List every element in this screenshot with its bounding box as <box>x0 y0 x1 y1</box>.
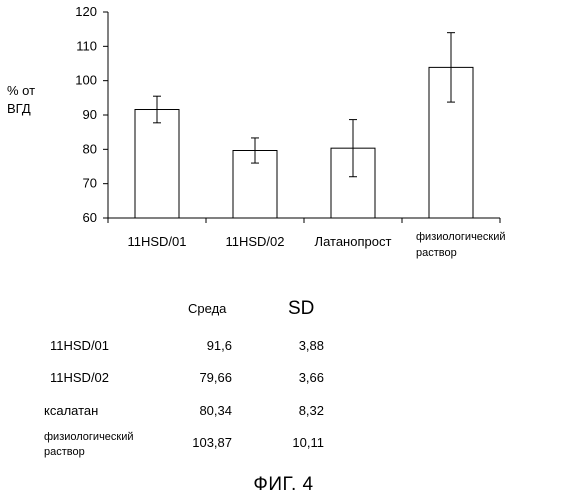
category-label: 11HSD/02 <box>225 234 284 249</box>
table-row-sd: 10,11 <box>272 435 324 450</box>
category-label: 11HSD/01 <box>127 234 186 249</box>
table-row-label: 11HSD/01 <box>50 338 109 353</box>
bars <box>135 67 473 218</box>
table-row-label: физиологический <box>44 431 134 443</box>
category-label: физиологический <box>416 231 506 243</box>
y-tick-label: 80 <box>83 141 97 156</box>
table-row-label: ксалатан <box>44 403 98 418</box>
category-label: раствор <box>416 247 457 259</box>
bar-chart: % отВГД 60708090100110120 11HSD/0111HSD/… <box>0 0 567 300</box>
table-header-sd: SD <box>288 298 314 320</box>
category-label: Латанопрост <box>315 234 392 249</box>
category-labels: 11HSD/01 11HSD/02 Латанопрост физиологическ… <box>127 231 505 259</box>
bar <box>135 110 179 218</box>
table-row-mean: 91,6 <box>180 338 232 353</box>
y-axis-label-line: ВГД <box>7 101 31 116</box>
y-tick-label: 60 <box>83 210 97 225</box>
y-tick-label: 100 <box>75 73 97 88</box>
error-bars <box>153 33 455 177</box>
table-row-mean: 103,87 <box>180 435 232 450</box>
table-row-mean: 80,34 <box>180 403 232 418</box>
table-row-sd: 8,32 <box>272 403 324 418</box>
y-axis-label-line: % от <box>7 83 35 98</box>
y-tick-label: 90 <box>83 107 97 122</box>
y-tick-label: 110 <box>76 38 97 53</box>
table-row-label: раствор <box>44 446 85 458</box>
table-row-sd: 3,66 <box>272 370 324 385</box>
x-axis <box>108 218 500 223</box>
table-row-sd: 3,88 <box>272 338 324 353</box>
table-header-mean: Среда <box>188 301 226 316</box>
y-axis-label: % от ВГД <box>7 83 35 116</box>
y-axis: 60 70 80 90 100 110 120 <box>75 4 108 225</box>
table-row-mean: 79,66 <box>180 370 232 385</box>
y-tick-label: 70 <box>83 176 97 191</box>
table-row-label: 11HSD/02 <box>50 370 109 385</box>
figure-caption: ФИГ. 4 <box>0 474 567 496</box>
y-tick-label: 120 <box>75 4 97 19</box>
